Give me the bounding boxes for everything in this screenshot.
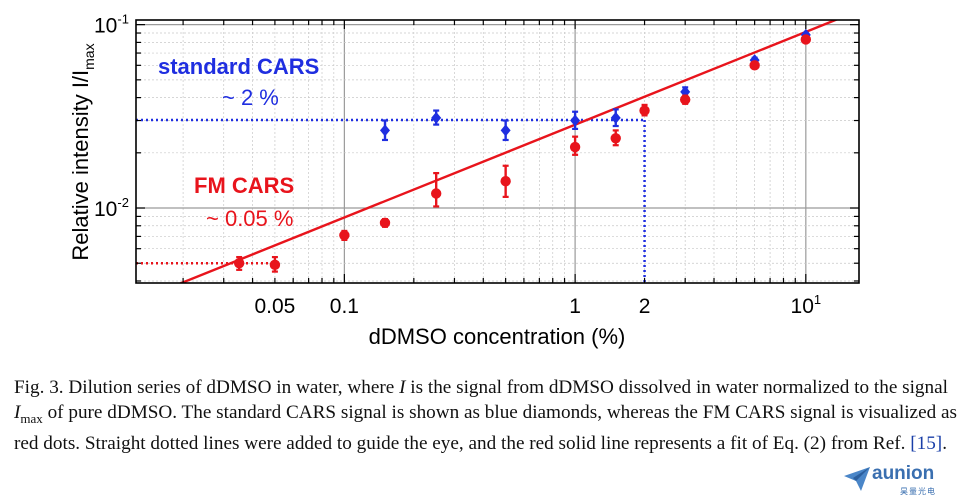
blue-diamond-point: [500, 124, 511, 137]
red-dot-point: [269, 259, 281, 271]
y-axis-label-main: Relative intensity I/I: [68, 70, 93, 261]
x-tick-label: 1: [569, 295, 581, 318]
blue-diamond-point: [431, 111, 442, 124]
annotation-fm-pct: ~ 0.05 %: [206, 206, 293, 231]
caption-fig: Fig. 3.: [14, 377, 64, 398]
brand-logo: aunion 昊量光电: [842, 462, 968, 500]
y-tick-label: 10-2: [94, 195, 129, 221]
logo-subtitle: 昊量光电: [900, 487, 936, 496]
x-tick-label: 0.05: [254, 295, 295, 318]
caption-ref-link[interactable]: [15]: [910, 432, 943, 454]
axis-ticks: [136, 20, 859, 283]
fit-line: [178, 20, 839, 283]
x-tick-label: 0.1: [330, 295, 359, 318]
x-tick-label: 101: [791, 292, 822, 318]
red-dot-point: [233, 258, 245, 269]
x-tick-label: 2: [639, 295, 651, 318]
dilution-chart: 0.05 0.1 1 2 101 10-2 10-1 dDMSO concentration…: [68, 12, 860, 349]
blue-diamond-point: [379, 124, 390, 137]
caption-text-1: Dilution series of dDMSO in water, where: [63, 377, 400, 398]
annotation-standard-pct: ~ 2 %: [222, 85, 279, 110]
grid-lines: [136, 20, 859, 283]
caption-var-imax: I: [14, 402, 21, 423]
caption-text-2: is the signal from dDMSO dissolved in wa…: [405, 377, 948, 398]
annotation-standard-cars: standard CARS: [158, 54, 319, 79]
y-tick-label: 10-1: [94, 12, 129, 38]
annotation-fm-cars: FM CARS: [194, 173, 294, 198]
caption-var-imax-sub: max: [20, 410, 43, 426]
red-dot-point: [679, 94, 691, 105]
paper-plane-icon: [844, 467, 870, 491]
red-dot-point: [800, 34, 812, 45]
red-dot-point: [379, 217, 391, 229]
y-axis-label-sub: max: [81, 43, 97, 69]
red-dot-point: [749, 60, 760, 71]
red-dot-point: [500, 176, 511, 187]
plot-frame: [135, 19, 860, 284]
logo-name: aunion: [872, 463, 935, 484]
tick-labels: 0.05 0.1 1 2 101 10-2 10-1: [94, 12, 821, 318]
red-dot-point: [339, 230, 350, 241]
red-dot-point: [430, 188, 442, 199]
blue-diamond-point: [570, 114, 581, 127]
figure-caption: Fig. 3. Dilution series of dDMSO in wate…: [14, 375, 960, 456]
caption-text-4: .: [942, 432, 947, 454]
blue-diamond-point: [610, 111, 621, 124]
caption-text-3: of pure dDMSO. The standard CARS signal …: [14, 402, 957, 454]
y-axis-label: Relative intensity I/Imax: [68, 43, 97, 260]
red-dot-point: [639, 105, 650, 116]
red-dot-point: [610, 133, 621, 144]
red-dot-point: [569, 141, 581, 153]
x-axis-label: dDMSO concentration (%): [369, 324, 626, 349]
caption-var-i: I: [399, 377, 406, 398]
